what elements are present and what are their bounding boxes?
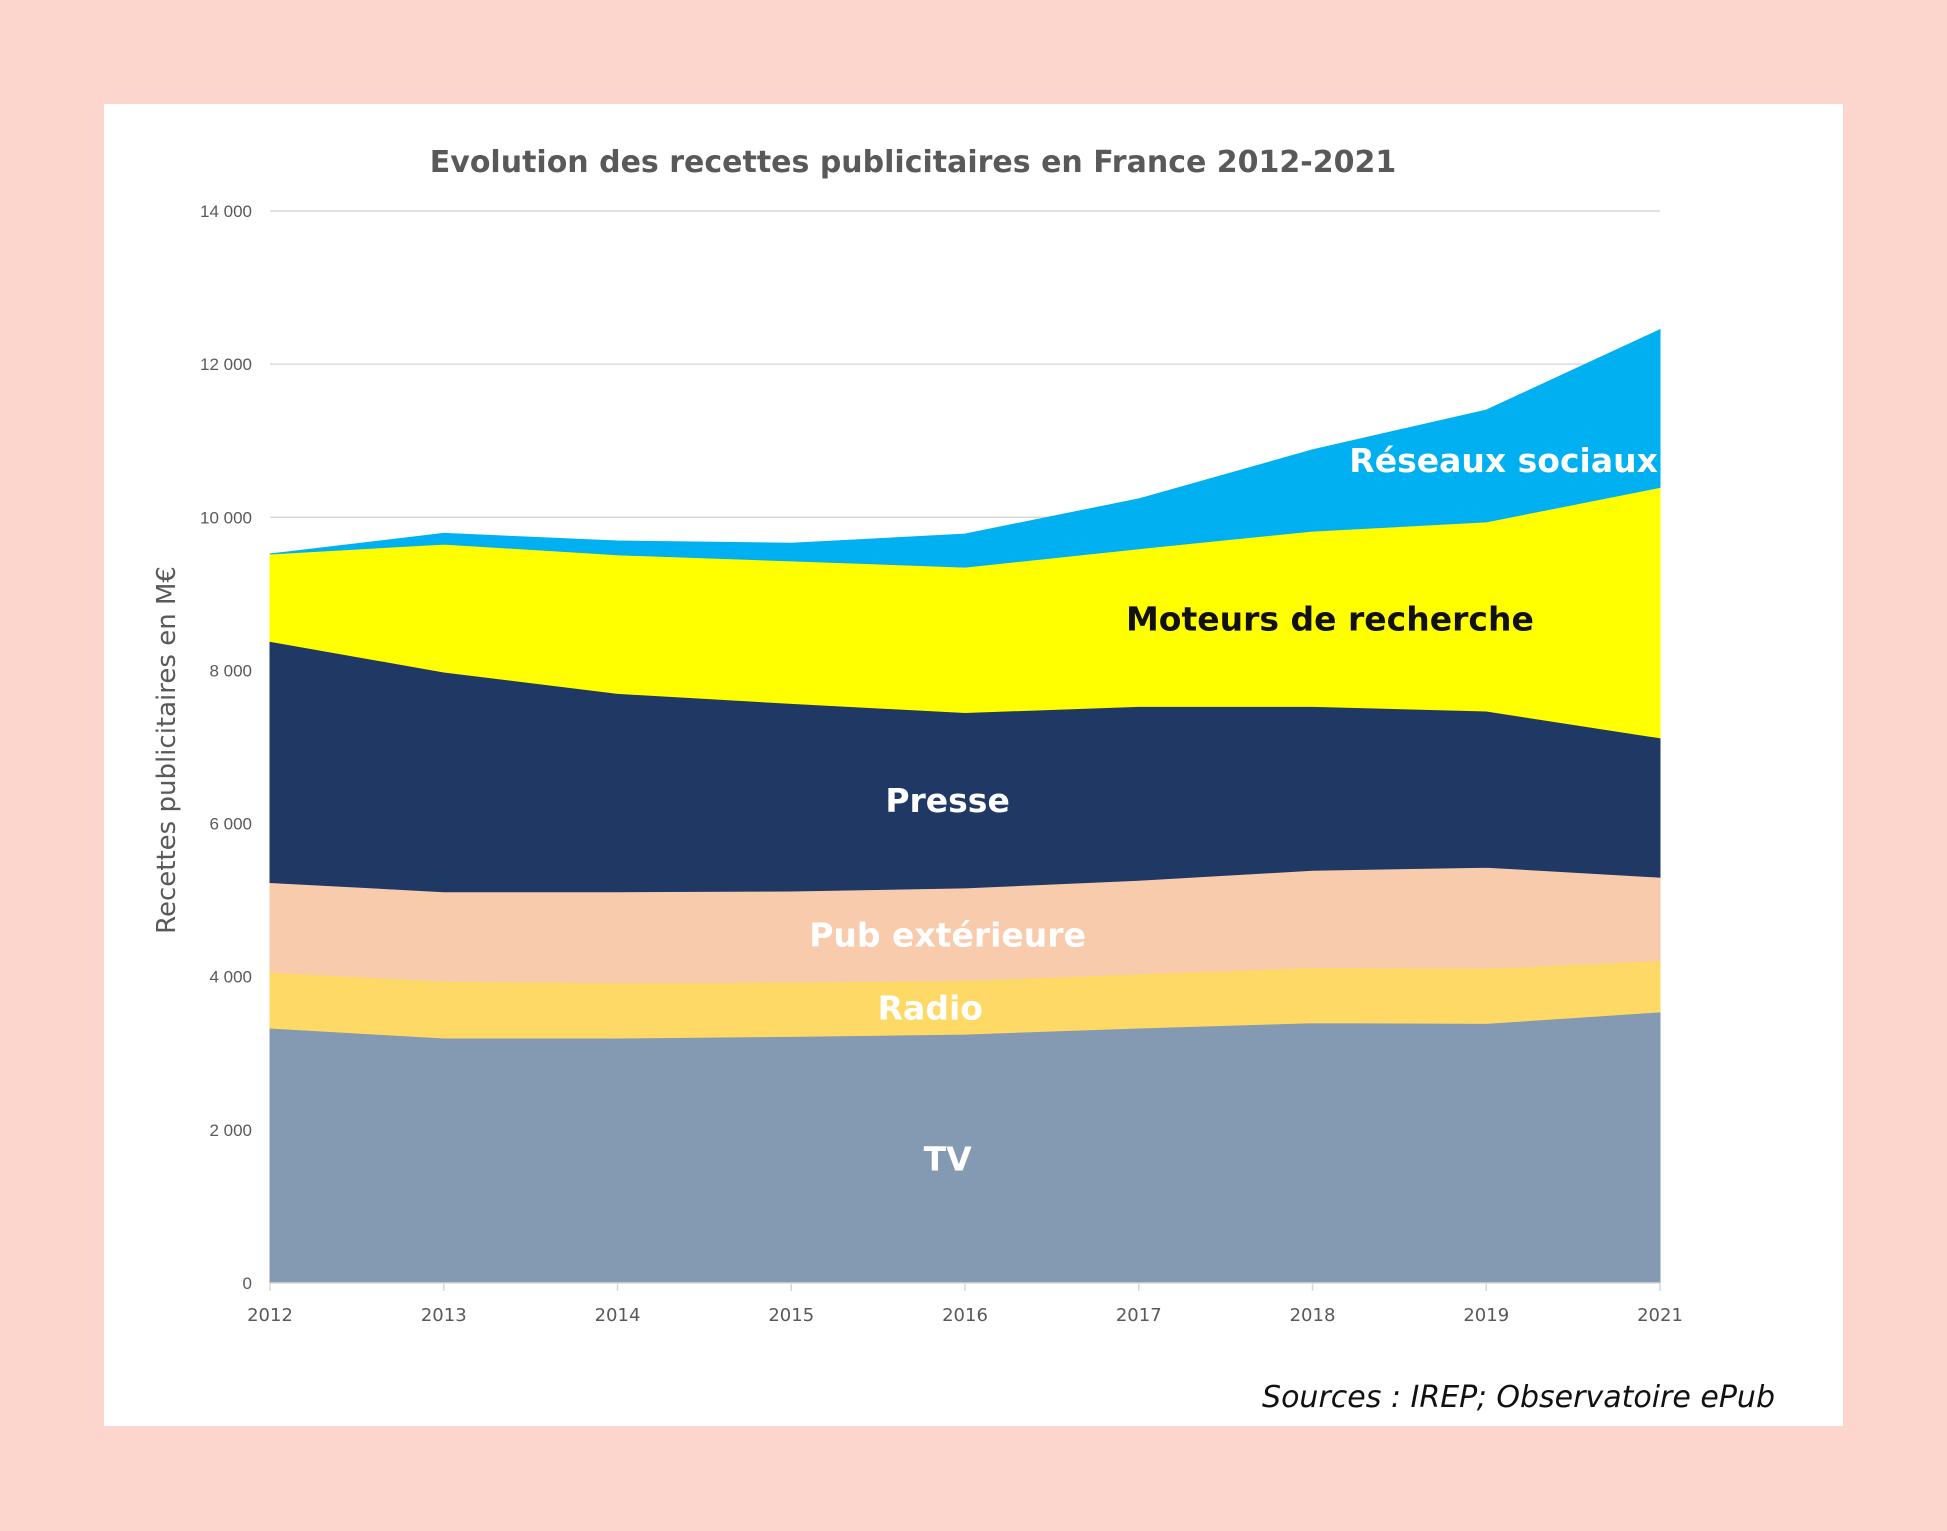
y-tick-label: 14 000 bbox=[200, 202, 252, 221]
x-tick-label: 2016 bbox=[942, 1305, 988, 1326]
y-tick-label: 12 000 bbox=[200, 355, 252, 374]
series-label-pub-ext-rieure: Pub extérieure bbox=[809, 915, 1086, 954]
x-tick-label: 2019 bbox=[1463, 1305, 1509, 1326]
source-note: Sources : IREP; Observatoire ePub bbox=[1262, 1380, 1775, 1415]
y-axis-label: Recettes publicitaires en M€ bbox=[152, 566, 182, 934]
y-tick-label: 8 000 bbox=[209, 661, 252, 680]
area-r-seaux-sociaux bbox=[269, 328, 1661, 568]
series-label-r-seaux-sociaux: Réseaux sociaux bbox=[1349, 441, 1658, 480]
series-label-tv: TV bbox=[924, 1140, 973, 1179]
y-tick-label: 4 000 bbox=[209, 968, 252, 987]
x-tick-label: 2012 bbox=[247, 1305, 293, 1326]
axes: 0 2 000 4 000 6 000 8 000 10 000 12 000 14 000 2… bbox=[200, 202, 1683, 1326]
chart-title: Evolution des recettes publicitaires en … bbox=[430, 145, 1396, 180]
series-labels: TV Radio Pub extérieure Presse Moteurs de re… bbox=[809, 441, 1658, 1178]
x-tick-label: 2013 bbox=[421, 1305, 467, 1326]
series-label-radio: Radio bbox=[878, 989, 983, 1028]
series-areas bbox=[269, 328, 1661, 1284]
x-tick-label: 2021 bbox=[1637, 1305, 1683, 1326]
x-tick-label: 2014 bbox=[595, 1305, 641, 1326]
x-tick-label: 2018 bbox=[1290, 1305, 1336, 1326]
x-tick-label: 2015 bbox=[768, 1305, 814, 1326]
y-tick-label: 10 000 bbox=[200, 508, 252, 527]
y-tick-label: 6 000 bbox=[209, 815, 252, 834]
y-tick-label: 0 bbox=[243, 1274, 252, 1293]
series-label-moteurs-de-recherche: Moteurs de recherche bbox=[1126, 600, 1534, 639]
x-tick-label: 2017 bbox=[1116, 1305, 1162, 1326]
series-label-presse: Presse bbox=[885, 781, 1010, 820]
y-tick-label: 2 000 bbox=[209, 1121, 252, 1140]
